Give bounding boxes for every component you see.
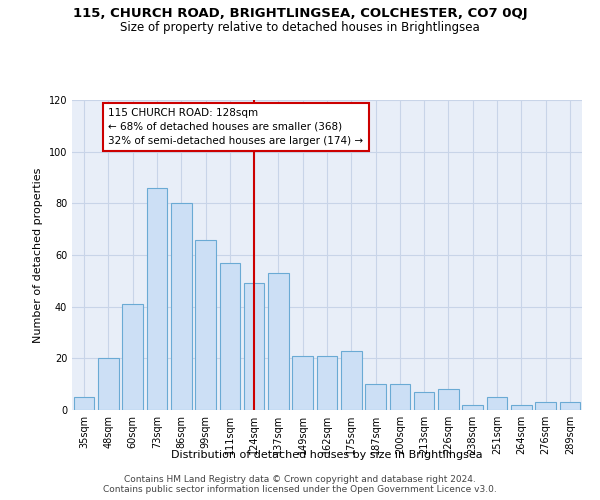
Bar bbox=[171, 204, 191, 410]
Bar bbox=[292, 356, 313, 410]
Bar bbox=[317, 356, 337, 410]
Bar bbox=[268, 273, 289, 410]
Text: Distribution of detached houses by size in Brightlingsea: Distribution of detached houses by size … bbox=[171, 450, 483, 460]
Bar bbox=[438, 390, 459, 410]
Bar bbox=[365, 384, 386, 410]
Text: 115, CHURCH ROAD, BRIGHTLINGSEA, COLCHESTER, CO7 0QJ: 115, CHURCH ROAD, BRIGHTLINGSEA, COLCHES… bbox=[73, 8, 527, 20]
Bar bbox=[244, 284, 265, 410]
Text: 115 CHURCH ROAD: 128sqm
← 68% of detached houses are smaller (368)
32% of semi-d: 115 CHURCH ROAD: 128sqm ← 68% of detache… bbox=[109, 108, 364, 146]
Bar bbox=[463, 405, 483, 410]
Bar bbox=[414, 392, 434, 410]
Text: Contains public sector information licensed under the Open Government Licence v3: Contains public sector information licen… bbox=[103, 485, 497, 494]
Bar bbox=[98, 358, 119, 410]
Bar bbox=[487, 397, 508, 410]
Bar bbox=[535, 402, 556, 410]
Bar bbox=[511, 405, 532, 410]
Bar bbox=[146, 188, 167, 410]
Bar bbox=[389, 384, 410, 410]
Bar bbox=[341, 350, 362, 410]
Bar bbox=[122, 304, 143, 410]
Text: Size of property relative to detached houses in Brightlingsea: Size of property relative to detached ho… bbox=[120, 21, 480, 34]
Bar bbox=[74, 397, 94, 410]
Bar bbox=[195, 240, 216, 410]
Text: Contains HM Land Registry data © Crown copyright and database right 2024.: Contains HM Land Registry data © Crown c… bbox=[124, 475, 476, 484]
Bar bbox=[220, 263, 240, 410]
Y-axis label: Number of detached properties: Number of detached properties bbox=[33, 168, 43, 342]
Bar bbox=[560, 402, 580, 410]
